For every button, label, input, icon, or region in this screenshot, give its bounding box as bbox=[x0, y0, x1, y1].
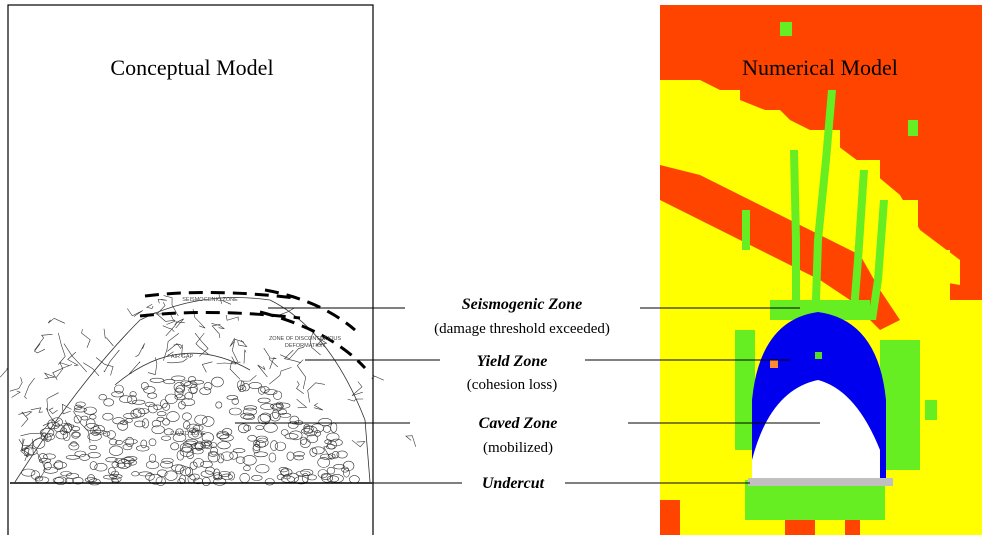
zone-note: (mobilized) bbox=[483, 440, 553, 456]
sketch-label: CAVED ZONE bbox=[170, 431, 206, 437]
zone-name: Undercut bbox=[482, 475, 545, 492]
numerical-model bbox=[660, 5, 982, 535]
zone-note: (cohesion loss) bbox=[467, 377, 557, 393]
sketch-stroke bbox=[0, 368, 8, 377]
sketch-label: DEFORMATION bbox=[285, 343, 325, 349]
figure: SEISMOGENIC ZONE ZONE OF DISCONTINUOUS D… bbox=[0, 0, 982, 535]
sketch-stroke bbox=[406, 436, 416, 447]
zone-name: Caved Zone bbox=[479, 415, 558, 432]
sketch-label: SEISMOGENIC ZONE bbox=[182, 297, 238, 303]
zone-name: Yield Zone bbox=[477, 353, 548, 370]
zone-note: (damage threshold exceeded) bbox=[434, 321, 610, 337]
title: Numerical Model bbox=[742, 55, 898, 80]
title: Conceptual Model bbox=[110, 55, 273, 80]
sketch-label: ZONE OF DISCONTINUOUS bbox=[269, 336, 341, 342]
zone-name: Seismogenic Zone bbox=[462, 296, 582, 313]
sketch-label: AIR GAP bbox=[171, 354, 194, 360]
